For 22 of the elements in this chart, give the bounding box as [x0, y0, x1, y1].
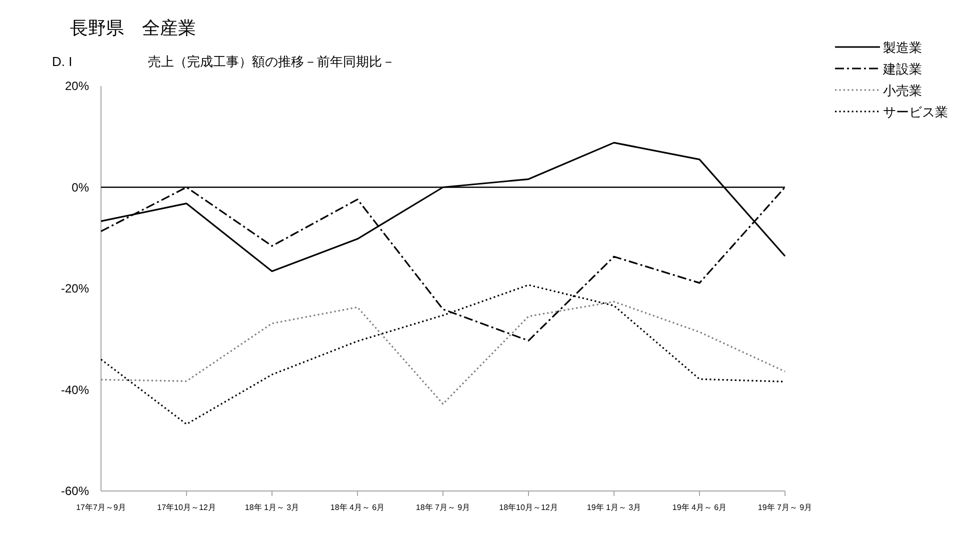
y-axis-title: D. I [52, 54, 72, 69]
x-tick-label: 18年 7月～ 9月 [416, 503, 470, 512]
chart-subtitle: 売上（完成工事）額の推移－前年同期比－ [148, 54, 395, 69]
y-tick-label: -40% [60, 382, 90, 397]
y-tick-label: -20% [60, 282, 90, 296]
x-tick-label: 18年 1月～ 3月 [244, 503, 300, 512]
x-tick-label: 17年7月～9月 [76, 503, 126, 512]
x-tick-label: 17年10月～12月 [157, 503, 216, 512]
x-tick-label: 19年 7月～ 9月 [758, 503, 812, 512]
x-tick-label: 19年 4月～ 6月 [672, 503, 727, 512]
x-tick-label: 18年10月～12月 [499, 503, 558, 512]
legend-label: 製造業 [883, 40, 922, 55]
line-series [100, 300, 786, 405]
x-tick-label: 18年 4月～ 6月 [330, 503, 385, 512]
chart-title: 長野県 全産業 [70, 18, 196, 38]
y-tick-label: 0% [72, 180, 90, 194]
y-tick-label: 20% [64, 79, 90, 93]
y-tick-label: -60% [60, 484, 90, 498]
legend-label: 建設業 [882, 62, 922, 76]
legend-label: 小売業 [883, 83, 922, 98]
x-tick-label: 19年 1月～ 3月 [586, 503, 642, 512]
legend-label: サービス業 [883, 104, 948, 120]
